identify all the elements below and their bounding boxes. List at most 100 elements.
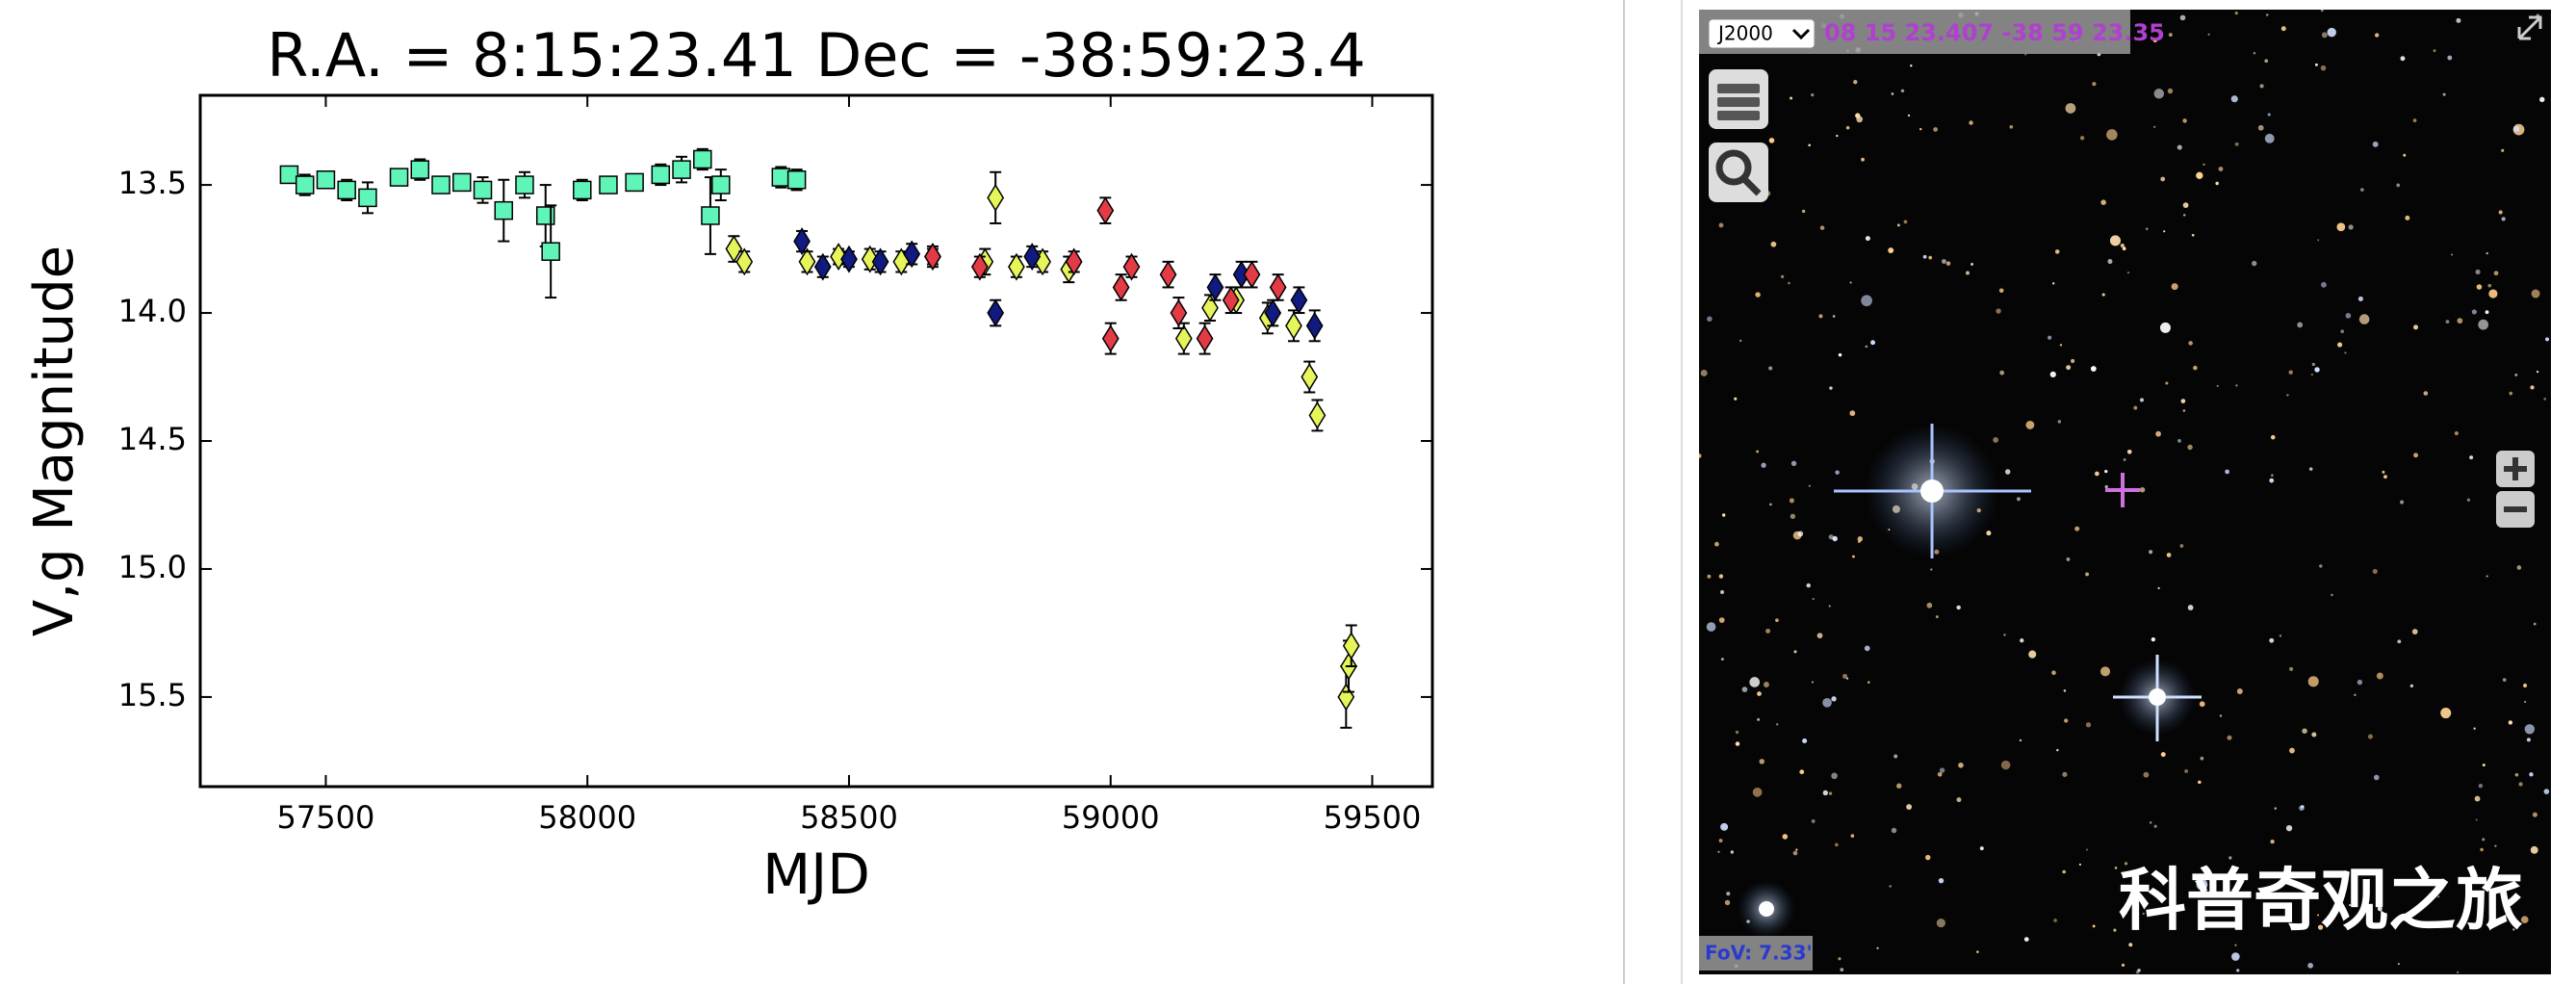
star: [2104, 469, 2108, 474]
star: [2297, 322, 2304, 328]
star: [1718, 574, 1724, 579]
point: [410, 160, 430, 179]
point: [599, 175, 618, 194]
point: [813, 252, 832, 281]
star: [2531, 289, 2540, 298]
star: [2382, 470, 2385, 474]
star: [1941, 259, 1946, 264]
star: [1998, 288, 2004, 294]
star: [2159, 322, 2171, 333]
star: [1865, 345, 1868, 349]
point: [798, 247, 816, 276]
star: [1718, 617, 1725, 623]
star: [2501, 148, 2505, 152]
star: [2514, 772, 2519, 777]
frame-select-text[interactable]: J2000: [1716, 22, 1773, 45]
star: [2168, 33, 2173, 38]
point: [1170, 298, 1188, 327]
star: [2512, 928, 2515, 931]
star: [2177, 144, 2182, 150]
star: [1799, 769, 1805, 775]
fullscreen-button[interactable]: [2517, 15, 2542, 40]
chart-title: R.A. = 8:15:23.41 Dec = -38:59:23.4: [267, 20, 1366, 91]
star: [2065, 103, 2076, 114]
star: [1876, 946, 1879, 949]
star: [2196, 878, 2208, 891]
star: [2079, 136, 2085, 141]
star: [1790, 96, 1793, 100]
star: [1999, 370, 2005, 375]
star: [1749, 677, 1761, 687]
star: [1797, 531, 1804, 537]
star: [2085, 722, 2092, 728]
star: [1811, 819, 1816, 823]
star: [1893, 754, 1898, 759]
star: [1870, 340, 1876, 346]
star: [2149, 550, 2153, 555]
star: [1922, 254, 1927, 259]
star: [2191, 233, 2195, 237]
star: [2340, 329, 2344, 334]
star: [2003, 634, 2006, 636]
point: [1008, 252, 1025, 281]
star: [1818, 314, 1823, 319]
star: [1755, 292, 1761, 298]
star: [2520, 916, 2529, 924]
star: [2257, 124, 2264, 131]
star: [2085, 572, 2090, 577]
star: [2016, 497, 2021, 502]
point: [771, 168, 791, 187]
star: [2139, 398, 2145, 402]
x-axis-label: MJD: [762, 842, 870, 907]
star: [2200, 756, 2204, 761]
star: [2048, 335, 2052, 340]
point: [871, 247, 889, 276]
star: [2413, 453, 2418, 458]
sky-viewer[interactable]: J2000 08 15 23.407 -38 59 23.35 FoV: 7.3…: [1699, 10, 2551, 974]
star: [2344, 351, 2347, 354]
star: [2331, 593, 2333, 597]
star: [2064, 718, 2069, 723]
star: [2019, 738, 2022, 742]
star: [2451, 253, 2454, 256]
point: [1159, 260, 1177, 289]
star: [1802, 738, 1808, 744]
star: [1926, 602, 1933, 609]
fov-box: [1699, 936, 1813, 971]
star: [2054, 249, 2060, 254]
star: [2311, 732, 2317, 738]
star: [2101, 293, 2105, 297]
x-tick-label: 58500: [800, 799, 898, 836]
star: [1838, 352, 1842, 357]
star: [2492, 906, 2496, 910]
star: [2218, 167, 2224, 171]
bright-star: [2113, 655, 2202, 741]
star: [1735, 741, 1740, 746]
point: [1122, 252, 1141, 281]
star: [2234, 142, 2239, 146]
point: [1101, 324, 1120, 353]
star: [1828, 605, 1831, 608]
star: [1829, 386, 1833, 390]
point: [515, 175, 534, 194]
point: [1290, 286, 1308, 315]
star: [2153, 89, 2165, 99]
point: [1264, 298, 1282, 327]
star: [1850, 834, 1855, 838]
star: [2474, 795, 2481, 802]
point: [701, 206, 720, 225]
point: [358, 188, 377, 208]
star: [1831, 772, 1838, 780]
star: [2095, 471, 2099, 477]
star: [2457, 318, 2463, 324]
star: [2383, 475, 2387, 479]
star: [1756, 450, 1759, 453]
star: [1849, 281, 1852, 284]
star: [2285, 825, 2293, 832]
star: [1849, 410, 1856, 417]
star: [2187, 444, 2193, 451]
star: [1734, 397, 1738, 401]
star: [1888, 247, 1894, 254]
y-tick-label: 15.5: [118, 677, 187, 713]
frame-select[interactable]: [1708, 18, 1816, 49]
